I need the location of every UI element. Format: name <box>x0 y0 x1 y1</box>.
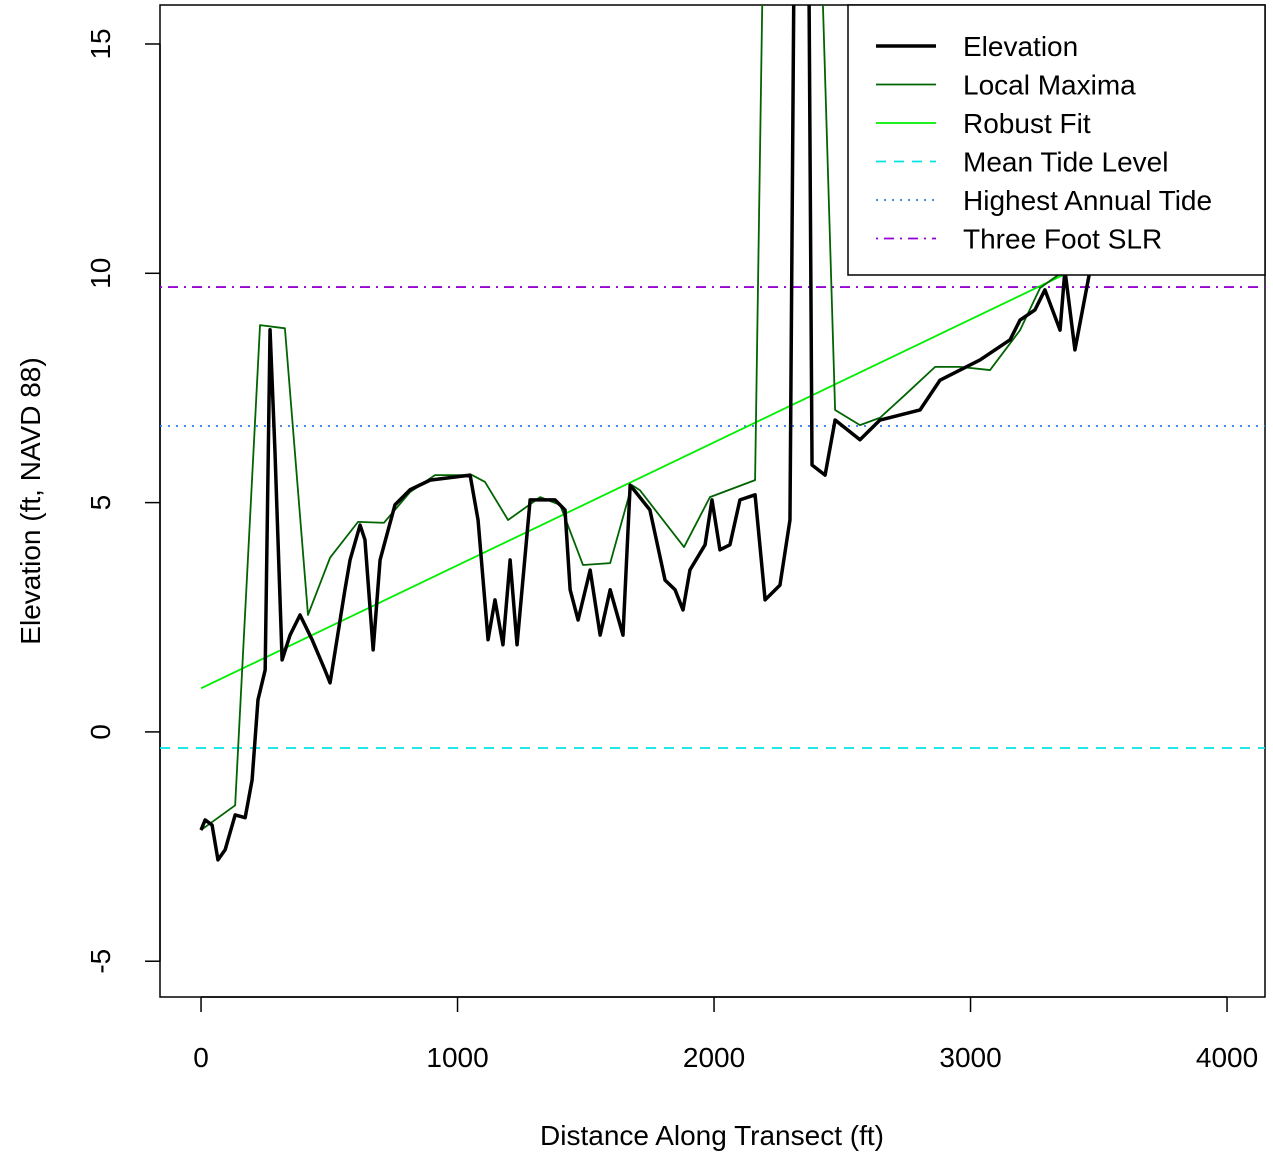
x-tick-label: 4000 <box>1196 1042 1258 1073</box>
x-tick-label: 0 <box>193 1042 209 1073</box>
data-line <box>200 5 1201 831</box>
plot-area <box>160 5 1265 862</box>
x-tick-label: 3000 <box>939 1042 1001 1073</box>
x-axis-title: Distance Along Transect (ft) <box>540 1120 884 1151</box>
y-tick-label: 5 <box>85 495 116 511</box>
y-tick-label: 10 <box>85 258 116 289</box>
legend-label: Highest Annual Tide <box>963 185 1212 216</box>
y-tick-label: -5 <box>85 949 116 974</box>
y-axis-title: Elevation (ft, NAVD 88) <box>15 357 46 644</box>
legend-label: Mean Tide Level <box>963 147 1168 178</box>
x-tick-label: 2000 <box>683 1042 745 1073</box>
legend-label: Three Foot SLR <box>963 224 1162 255</box>
data-line <box>199 5 1221 862</box>
legend-box <box>847 4 1266 276</box>
legend-label: Elevation <box>963 31 1078 62</box>
legend-label: Robust Fit <box>963 108 1091 139</box>
legend-label: Local Maxima <box>963 70 1136 101</box>
y-tick-label: 15 <box>85 28 116 59</box>
x-tick-label: 1000 <box>426 1042 488 1073</box>
y-tick-label: 0 <box>85 724 116 740</box>
